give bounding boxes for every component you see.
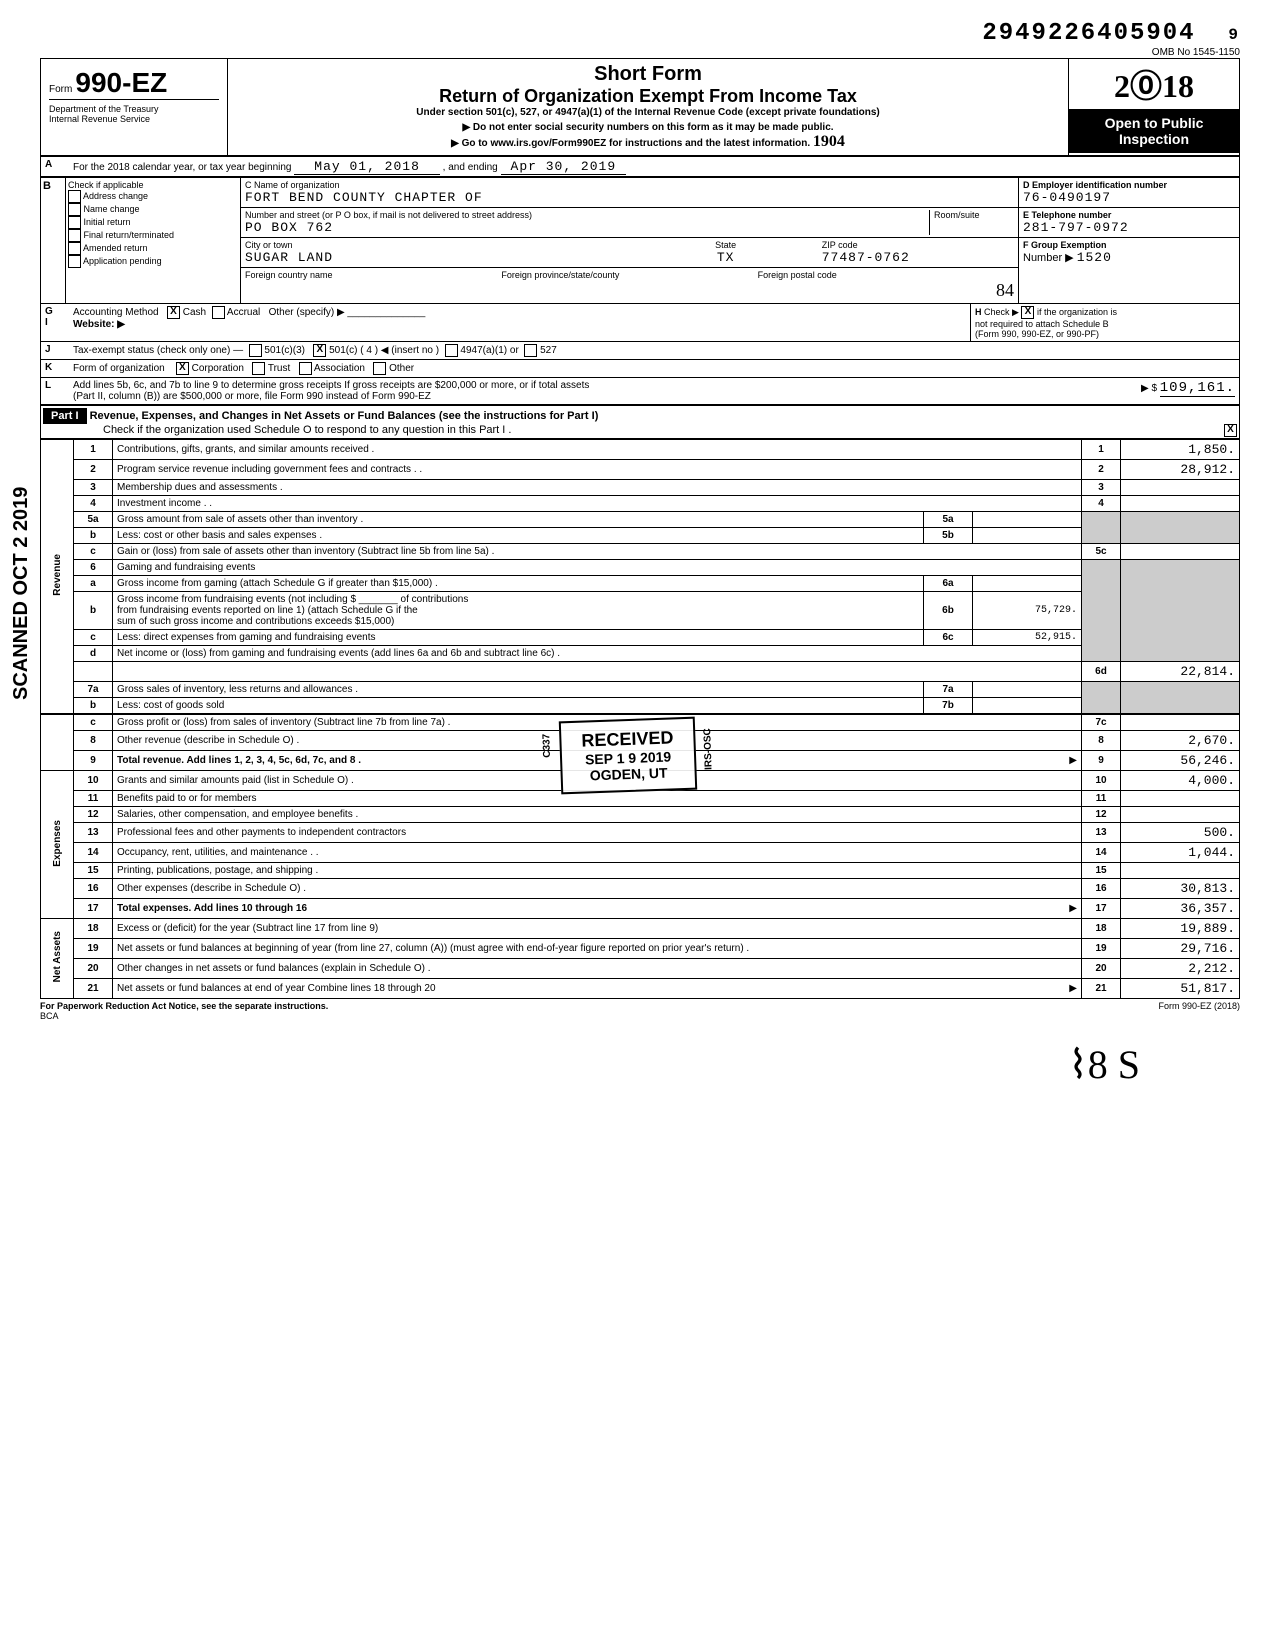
phone: 281-797-0972 [1023,220,1235,235]
line10-amt: 4,000. [1121,771,1240,791]
line9-amt: 56,246. [1121,751,1240,771]
tax-year: 2⓪18 [1069,59,1239,109]
title-goto: Go to www.irs.gov/Form990EZ for instruct… [462,138,811,149]
title-main: Return of Organization Exempt From Incom… [232,86,1064,107]
line6b-amt: 75,729. [973,592,1082,630]
pending-checkbox[interactable] [68,255,81,268]
final-return-checkbox[interactable] [68,229,81,242]
signature: ⌇8 S [40,1021,1240,1088]
state: TX [630,250,822,265]
line2-amt: 28,912. [1121,460,1240,480]
part1-header: Part I Revenue, Expenses, and Changes in… [40,405,1240,439]
gross-receipts: 109,161. [1160,380,1235,397]
dept-irs: Internal Revenue Service [49,114,219,124]
org-name: FORT BEND COUNTY CHAPTER OF [245,190,1014,205]
line6c-amt: 52,915. [973,630,1082,646]
accrual-checkbox[interactable] [212,306,225,319]
tax-year-begin: May 01, 2018 [294,159,440,175]
addr-change-checkbox[interactable] [68,190,81,203]
title-under: Under section 501(c), 527, or 4947(a)(1)… [232,107,1064,118]
street-address: PO BOX 762 [245,220,929,235]
line14-amt: 1,044. [1121,843,1240,863]
schedule-b-checkbox[interactable]: X [1021,306,1034,319]
handwritten-84: 84 [996,280,1014,301]
initial-return-checkbox[interactable] [68,216,81,229]
line8-amt: 2,670. [1121,731,1240,751]
schedule-o-checkbox[interactable]: X [1224,424,1237,437]
line20-amt: 2,212. [1121,959,1240,979]
title-short: Short Form [232,63,1064,86]
ein: 76-0490197 [1023,190,1235,205]
line6d-amt: 22,814. [1121,662,1240,682]
line21-amt: 51,817. [1121,979,1240,999]
line16-amt: 30,813. [1121,879,1240,899]
handwritten-1904: 1904 [813,133,845,150]
assoc-checkbox[interactable] [299,362,312,375]
4947-checkbox[interactable] [445,344,458,357]
open-to-public: Open to Public Inspection [1069,109,1239,153]
line1-amt: 1,850. [1121,440,1240,460]
tax-year-end: Apr 30, 2019 [501,159,627,175]
zip: 77487-0762 [822,250,1014,265]
part1-table: Revenue 1Contributions, gifts, grants, a… [40,439,1240,714]
city: SUGAR LAND [245,250,630,265]
line4-amt [1121,496,1240,512]
form-prefix: Form [49,84,72,95]
cash-checkbox[interactable]: X [167,306,180,319]
501c-checkbox[interactable]: X [313,344,326,357]
omb-number: OMB No 1545-1150 [40,47,1240,58]
line3-amt [1121,480,1240,496]
line-a: A For the 2018 calendar year, or tax yea… [40,157,1240,177]
trust-checkbox[interactable] [252,362,265,375]
line13-amt: 500. [1121,823,1240,843]
527-checkbox[interactable] [524,344,537,357]
revenue-label: Revenue [52,554,63,596]
netassets-label: Net Assets [52,931,63,982]
form-number: 990-EZ [75,67,167,98]
other-org-checkbox[interactable] [373,362,386,375]
form-header: Form 990-EZ Department of the Treasury I… [40,58,1240,157]
expenses-label: Expenses [52,820,63,867]
title-ssn: Do not enter social security numbers on … [473,122,834,133]
received-stamp: RECEIVED SEP 1 9 2019 OGDEN, UT C337 IRS… [559,717,697,795]
group-exemption: 1520 [1077,250,1112,265]
name-change-checkbox[interactable] [68,203,81,216]
dept-treasury: Department of the Treasury [49,99,219,114]
corp-checkbox[interactable]: X [176,362,189,375]
line19-amt: 29,716. [1121,939,1240,959]
line18-amt: 19,889. [1121,919,1240,939]
top-id-number: 2949226405904 9 [40,20,1240,47]
footer: For Paperwork Reduction Act Notice, see … [40,999,1240,1021]
scanned-stamp: SCANNED OCT 2 2019 [10,487,33,700]
org-info-section: B Check if applicable Address change Nam… [40,177,1240,304]
amended-checkbox[interactable] [68,242,81,255]
line17-amt: 36,357. [1121,899,1240,919]
501c3-checkbox[interactable] [249,344,262,357]
